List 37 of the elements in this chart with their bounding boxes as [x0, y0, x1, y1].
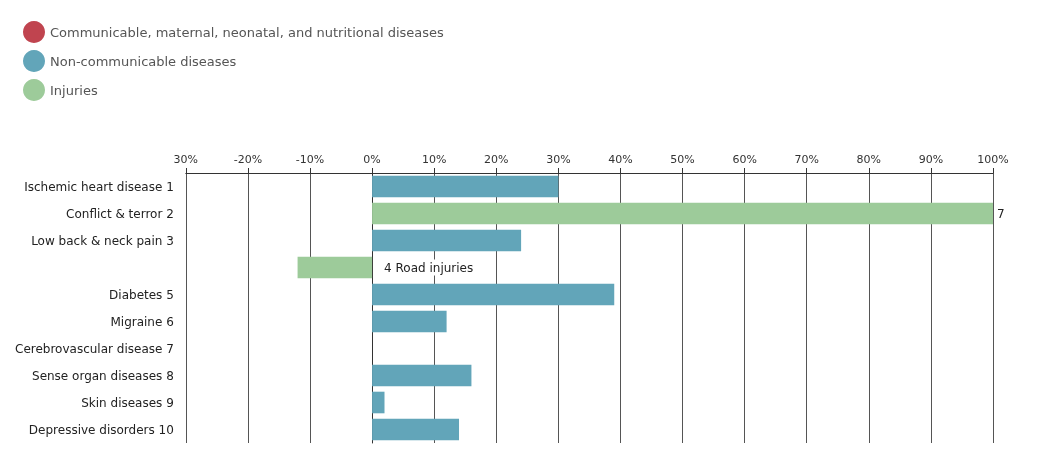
bar	[372, 202, 993, 225]
y-tick-label: Skin diseases 9	[81, 395, 174, 410]
x-tick-label: 10%	[421, 153, 447, 166]
x-tick-label: 60%	[732, 153, 757, 166]
y-tick-label: Ischemic heart disease 1	[24, 179, 174, 194]
bar	[372, 391, 385, 414]
x-tick-label: 90%	[918, 153, 944, 166]
y-tick-label: Migraine 6	[110, 314, 174, 329]
x-tick-label: 70%	[794, 153, 819, 166]
bar	[372, 364, 472, 387]
y-tick-label: Cerebrovascular disease 7	[15, 341, 174, 356]
y-tick-label: 4 Road injuries	[384, 260, 474, 275]
x-tick-label: 40%	[608, 153, 633, 166]
y-tick-label: Sense organ diseases 8	[32, 368, 174, 383]
x-tick-label: 0%	[363, 153, 381, 166]
annotation: 7	[997, 206, 1005, 221]
y-tick-label: Diabetes 5	[109, 287, 174, 302]
y-tick-label: Conflict & terror 2	[66, 206, 174, 221]
x-tick-label: 50%	[670, 153, 695, 166]
x-tick-label: 20%	[484, 153, 509, 166]
bar	[372, 310, 447, 333]
bar	[372, 283, 615, 306]
x-tick-label: 100%	[977, 153, 1009, 166]
y-tick-label: Low back & neck pain 3	[31, 233, 174, 248]
bar	[372, 418, 460, 441]
x-tick-label: -20%	[233, 153, 263, 166]
x-tick-label: 80%	[856, 153, 882, 166]
x-tick-label: 30%	[546, 153, 571, 166]
x-tick-label: 30%	[173, 153, 199, 166]
bar	[372, 175, 559, 198]
y-tick-label: Depressive disorders 10	[28, 422, 174, 437]
bar	[372, 229, 522, 252]
legend-label: Non-communicable diseases	[50, 53, 237, 69]
x-tick-label: -10%	[295, 153, 325, 166]
legend-label: Injuries	[50, 82, 98, 98]
legend-label: Communicable, maternal, neonatal, and nutritional diseases	[50, 24, 445, 40]
bar	[297, 256, 373, 279]
